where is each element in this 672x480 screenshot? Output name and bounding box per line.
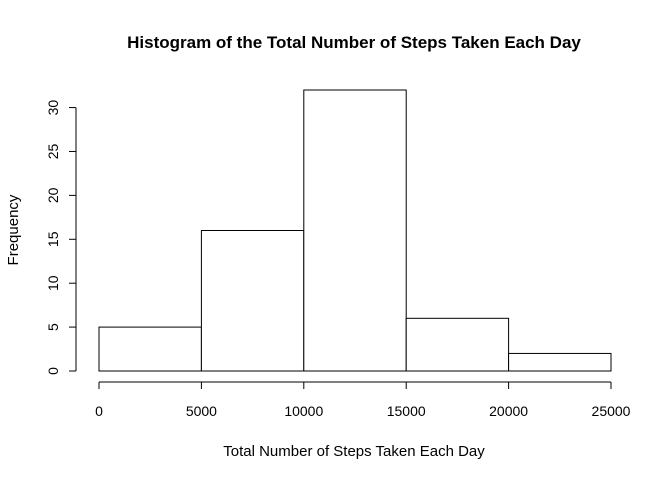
- y-tick-label: 15: [45, 231, 61, 247]
- x-tick-label: 25000: [592, 403, 631, 419]
- y-tick-label: 0: [45, 367, 61, 375]
- histogram-bar: [508, 352, 612, 372]
- histogram-bar: [200, 230, 305, 372]
- y-axis-label: Frequency: [5, 194, 22, 265]
- bars-group: [98, 89, 612, 372]
- chart-title: Histogram of the Total Number of Steps T…: [127, 33, 581, 52]
- x-axis: 0 5000 10000 15000 20000 25000: [95, 381, 631, 419]
- y-tick-label: 5: [45, 323, 61, 331]
- x-axis-label: Total Number of Steps Taken Each Day: [223, 443, 485, 460]
- histogram-bar: [98, 326, 202, 372]
- y-tick-label: 20: [45, 187, 61, 203]
- histogram-bar: [303, 89, 407, 372]
- x-tick-label: 15000: [387, 403, 426, 419]
- y-tick-label: 10: [45, 275, 61, 291]
- histogram-bar: [405, 317, 510, 372]
- y-tick-label: 25: [45, 143, 61, 159]
- y-tick-label: 30: [45, 100, 61, 116]
- x-tick-label: 5000: [186, 403, 217, 419]
- x-tick-label: 10000: [284, 403, 323, 419]
- y-axis: 0 5 10 15 20 25 30: [45, 100, 77, 375]
- x-tick-label: 0: [95, 403, 103, 419]
- x-tick-label: 20000: [489, 403, 528, 419]
